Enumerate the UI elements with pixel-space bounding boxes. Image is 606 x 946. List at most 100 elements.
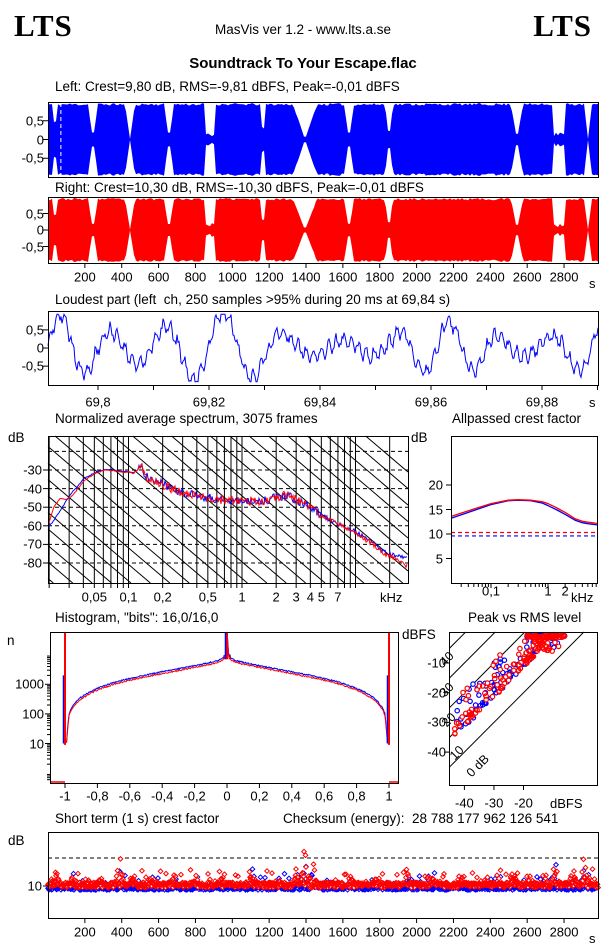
loudest-xtick: 69,88 [525, 394, 559, 410]
short-crest-xtick: 2200 [438, 924, 468, 940]
time-axis-tick: 2800 [549, 269, 579, 285]
histogram-xtick: -0,8 [86, 788, 109, 804]
spectrum-ytick: -30 [23, 462, 42, 478]
wave-left-stats: Left: Crest=9,80 dB, RMS=-9,81 dBFS, Pea… [55, 79, 400, 94]
time-axis-tick: 1600 [328, 269, 358, 285]
short-crest-xtick: 2800 [549, 924, 579, 940]
spectrum-xtick: 0,2 [153, 589, 172, 605]
time-axis-tick: 1800 [365, 269, 395, 285]
loudest-ytick: 0,5 [25, 322, 44, 338]
histogram-ytick: 10 [29, 736, 44, 751]
allpassed-ytick: 5 [435, 551, 443, 566]
spectrum-axis-unit: kHz [380, 590, 403, 605]
histogram-xtick: 0,2 [250, 788, 269, 804]
histogram-xtick: -0,4 [150, 788, 174, 804]
loudest-title: Loudest part (left ch, 250 samples >95% … [55, 292, 451, 307]
histogram-xtick: -0,6 [118, 788, 141, 804]
spectrum-xtick: 3 [292, 589, 300, 605]
time-axis-tick: 1400 [291, 269, 321, 285]
peak-rms-title: Peak vs RMS level [468, 610, 582, 625]
spectrum-xtick: 5 [317, 589, 325, 605]
time-axis-tick: 400 [110, 269, 133, 285]
allpassed-xtick: 2 [561, 583, 569, 599]
allpassed-ytick: 15 [428, 502, 443, 517]
wave-left-ytick: -0,5 [21, 150, 44, 166]
short-crest-xtick: 2400 [475, 924, 505, 940]
short-crest-xtick: 1200 [254, 924, 284, 940]
short-crest-xtick: 1800 [365, 924, 395, 940]
loudest-ytick: -0,5 [21, 358, 44, 374]
spectrum-ytick: -80 [23, 555, 42, 571]
histogram-xtick: 0,6 [315, 788, 334, 804]
time-axis-tick: 2600 [512, 269, 542, 285]
time-axis-tick: 2400 [475, 269, 505, 285]
wave-right-stats: Right: Crest=10,30 dB, RMS=-10,30 dBFS, … [55, 180, 424, 195]
wave-right-ytick: 0,5 [25, 206, 44, 221]
short-crest-axis-unit: s [589, 931, 596, 946]
loudest-xtick: 69,8 [85, 394, 111, 410]
wave-right-ytick: 0 [36, 222, 44, 238]
time-axis-tick: 600 [147, 269, 170, 285]
loudest-xtick: 69,82 [192, 394, 226, 410]
short-crest-xtick: 200 [74, 924, 96, 940]
lts-logo-right: LTS [533, 8, 592, 43]
allpassed-title: Allpassed crest factor [452, 411, 582, 426]
allpassed-xtick: 0,1 [481, 583, 501, 599]
loudest-axis-unit: s [589, 395, 596, 410]
histogram-xtick: -0,2 [183, 788, 206, 804]
lts-logo-left: LTS [14, 8, 73, 43]
spectrum-xtick: 0,5 [198, 589, 217, 605]
spectrum-ytick: -40 [23, 481, 42, 497]
spectrum-xtick: 0,05 [81, 589, 107, 605]
peak-rms-xtick: -20 [514, 795, 533, 811]
short-crest-xtick: 800 [184, 924, 207, 940]
histogram-ytick: 100 [22, 706, 44, 722]
wave-left-ytick: 0 [36, 132, 44, 147]
peak-rms-xlabel: dBFS [550, 796, 583, 811]
spectrum-ytick: -60 [23, 518, 42, 534]
time-axis-tick: 2000 [402, 269, 432, 285]
short-crest-xtick: 600 [147, 924, 170, 940]
short-crest-xtick: 1600 [328, 924, 358, 940]
short-crest-xtick: 2000 [402, 924, 432, 940]
file-title: Soundtrack To Your Escape.flac [189, 55, 417, 72]
peak-rms-ytick: -20 [427, 685, 446, 701]
time-axis-tick: 1000 [217, 269, 247, 285]
spectrum-ylabel-left: dB [8, 430, 25, 445]
short-crest-ylabel: dB [8, 833, 25, 848]
loudest-xtick: 69,86 [414, 394, 448, 410]
time-axis-tick: 1200 [254, 269, 284, 285]
histogram-xtick: 0 [223, 788, 231, 804]
histogram-xtick: -1 [59, 788, 71, 804]
peak-rms-ytick: -40 [427, 744, 446, 760]
loudest-ytick: 0 [36, 340, 44, 356]
time-axis-tick: 2200 [438, 269, 468, 285]
spectrum-title: Normalized average spectrum, 3075 frames [55, 411, 318, 426]
allpassed-ytick: 10 [428, 526, 443, 542]
short-crest-ytick: 10 [27, 878, 42, 894]
short-crest-xtick: 400 [110, 924, 133, 940]
short-crest-xtick: 1000 [217, 924, 247, 940]
spectrum-xtick: 7 [334, 589, 342, 605]
peak-rms-xtick: -30 [484, 795, 504, 811]
allpassed-xtick: 1 [544, 583, 552, 599]
peak-rms-ytick: -30 [427, 714, 446, 730]
histogram-title: Histogram, "bits": 16,0/16,0 [55, 610, 219, 625]
peak-rms-xtick: -40 [454, 795, 474, 811]
short-crest-title: Short term (1 s) crest factor [55, 811, 220, 826]
time-axis-tick: 800 [184, 269, 207, 285]
peak-rms-ytick: -10 [427, 655, 446, 671]
app-version-line: MasVis ver 1.2 - www.lts.a.se [214, 22, 392, 37]
spectrum-ytick: -50 [23, 499, 42, 515]
spectrum-xtick: 0,1 [119, 589, 138, 605]
spectrum-ytick: -70 [23, 536, 42, 552]
short-crest-xtick: 2600 [512, 924, 542, 940]
loudest-xtick: 69,84 [303, 394, 337, 410]
histogram-ytick: 1000 [15, 676, 44, 692]
allpassed-axis-unit: kHz [571, 590, 594, 605]
wave-left-ytick: 0,5 [25, 113, 44, 129]
peak-rms-ylabel: dBFS [402, 627, 436, 642]
time-axis-unit: s [589, 276, 596, 291]
